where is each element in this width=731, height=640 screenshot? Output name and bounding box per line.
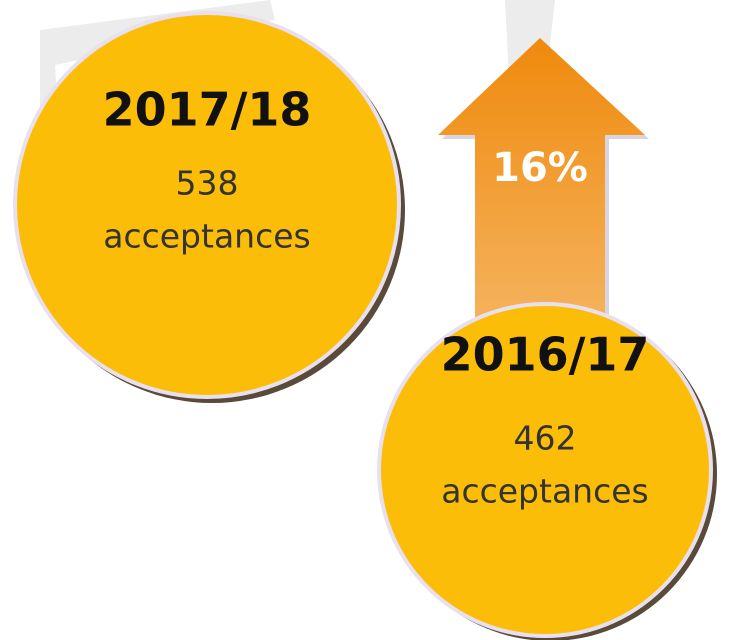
count: 538 bbox=[176, 164, 239, 203]
circle bbox=[377, 302, 713, 638]
unit: acceptances bbox=[103, 217, 310, 256]
unit: acceptances bbox=[441, 472, 648, 511]
year: 2017/18 bbox=[103, 83, 312, 137]
up-arrow bbox=[438, 38, 645, 320]
year: 2016/17 bbox=[441, 328, 650, 382]
background-shape bbox=[40, 0, 275, 145]
change-label: 16% bbox=[492, 145, 588, 191]
count: 462 bbox=[514, 419, 577, 458]
circle bbox=[13, 11, 401, 399]
